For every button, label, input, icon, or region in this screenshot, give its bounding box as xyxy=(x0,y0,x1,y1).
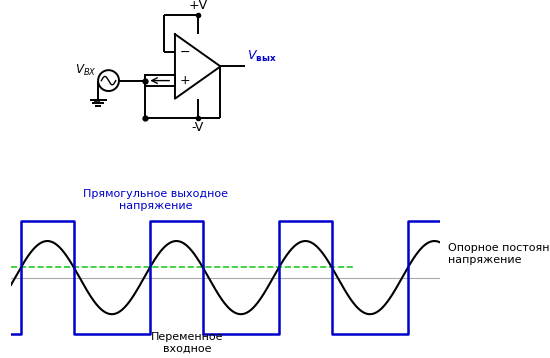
Text: +: + xyxy=(180,74,190,87)
Text: -V: -V xyxy=(191,121,204,135)
Text: $\mathit{V}_{\mathbf{вых}}$: $\mathit{V}_{\mathbf{вых}}$ xyxy=(247,48,277,64)
Text: −: − xyxy=(180,46,190,59)
Bar xyxy=(145,76,175,86)
Text: Переменное
входное
напряжение: Переменное входное напряжение xyxy=(150,333,224,358)
Text: −: − xyxy=(93,97,101,107)
Text: Прямогульное выходное
напряжение: Прямогульное выходное напряжение xyxy=(83,189,228,211)
Text: Опорное постоянное
напряжение: Опорное постоянное напряжение xyxy=(448,243,550,265)
Text: $\mathit{V}_{\mathit{BX}}$: $\mathit{V}_{\mathit{BX}}$ xyxy=(75,63,96,78)
Text: +V: +V xyxy=(188,0,207,12)
